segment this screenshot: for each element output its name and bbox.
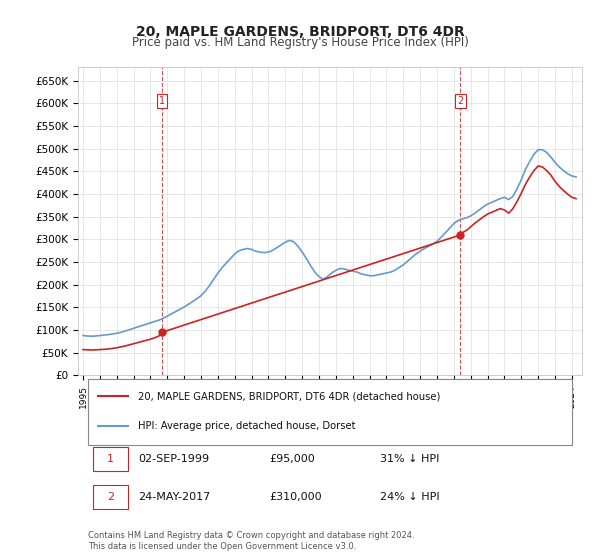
Text: 20, MAPLE GARDENS, BRIDPORT, DT6 4DR: 20, MAPLE GARDENS, BRIDPORT, DT6 4DR <box>136 25 464 39</box>
Text: 31% ↓ HPI: 31% ↓ HPI <box>380 454 440 464</box>
Text: 20, MAPLE GARDENS, BRIDPORT, DT6 4DR (detached house): 20, MAPLE GARDENS, BRIDPORT, DT6 4DR (de… <box>139 391 441 401</box>
Text: 24% ↓ HPI: 24% ↓ HPI <box>380 492 440 502</box>
Text: 1: 1 <box>107 454 114 464</box>
Text: 1: 1 <box>159 96 165 106</box>
FancyBboxPatch shape <box>93 446 128 471</box>
Text: 2: 2 <box>457 96 464 106</box>
Text: 24-MAY-2017: 24-MAY-2017 <box>139 492 211 502</box>
Text: Contains HM Land Registry data © Crown copyright and database right 2024.
This d: Contains HM Land Registry data © Crown c… <box>88 531 415 551</box>
Text: HPI: Average price, detached house, Dorset: HPI: Average price, detached house, Dors… <box>139 421 356 431</box>
FancyBboxPatch shape <box>88 379 572 445</box>
Text: 02-SEP-1999: 02-SEP-1999 <box>139 454 209 464</box>
Text: 2: 2 <box>107 492 115 502</box>
Text: Price paid vs. HM Land Registry's House Price Index (HPI): Price paid vs. HM Land Registry's House … <box>131 36 469 49</box>
FancyBboxPatch shape <box>93 484 128 509</box>
Text: £310,000: £310,000 <box>269 492 322 502</box>
Text: £95,000: £95,000 <box>269 454 315 464</box>
